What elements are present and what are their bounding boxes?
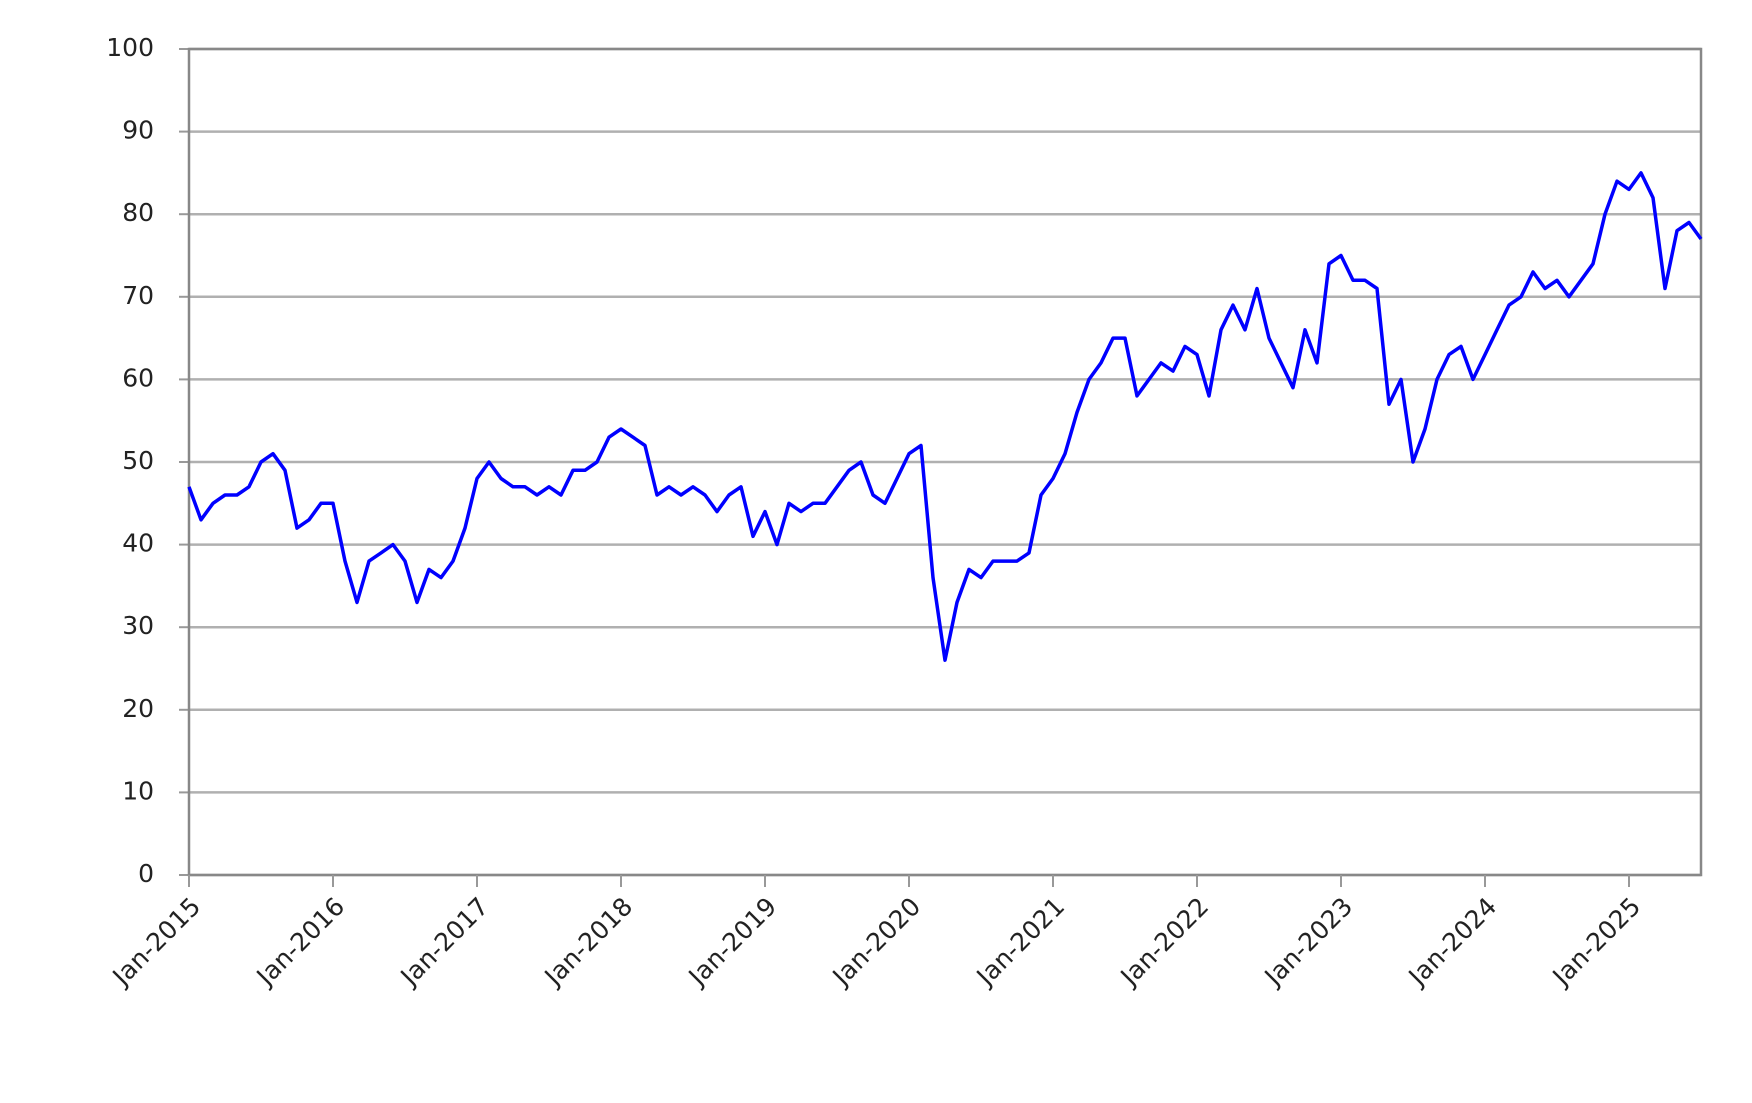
y-tick-label: 90 — [122, 116, 154, 145]
y-tick-label: 50 — [122, 446, 154, 475]
y-tick-label: 40 — [122, 529, 154, 558]
y-tick-label: 80 — [122, 198, 154, 227]
y-tick-label: 0 — [138, 859, 154, 888]
y-tick-label: 100 — [106, 33, 154, 62]
y-tick-label: 70 — [122, 281, 154, 310]
data-line — [187, 171, 1703, 662]
y-tick-label: 60 — [122, 363, 154, 392]
y-tick-label: 20 — [122, 694, 154, 723]
plot-frame — [187, 47, 1703, 877]
y-tick-label: 10 — [122, 776, 154, 805]
y-tick-label: 30 — [122, 611, 154, 640]
